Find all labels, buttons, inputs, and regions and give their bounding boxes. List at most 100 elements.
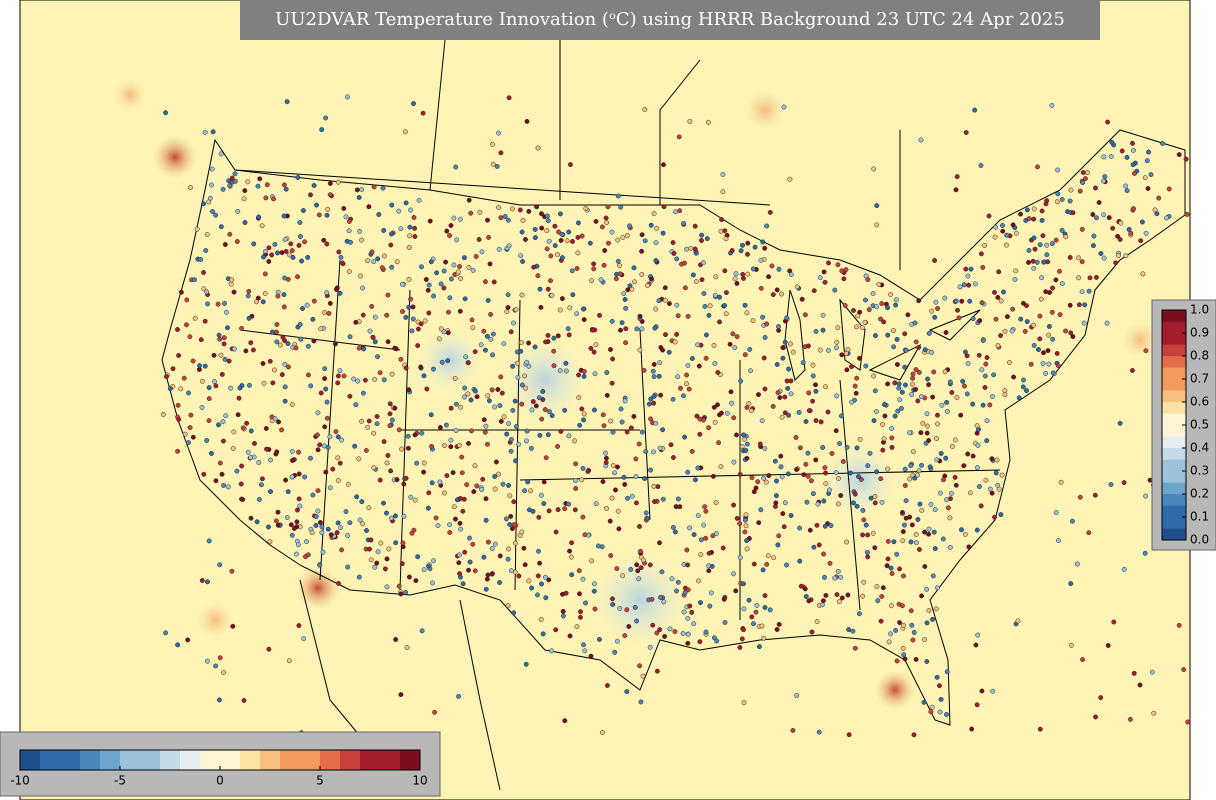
- station-dot: [483, 586, 489, 592]
- station-dot: [666, 349, 672, 355]
- station-dot: [614, 271, 619, 277]
- station-dot: [167, 386, 173, 392]
- colorbar-segment: [60, 750, 81, 770]
- station-dot: [631, 413, 637, 419]
- station-dot: [925, 376, 931, 382]
- station-dot: [515, 374, 521, 380]
- station-dot: [485, 539, 491, 545]
- station-dot: [581, 369, 587, 374]
- station-dot: [617, 605, 623, 611]
- station-dot: [995, 294, 1001, 300]
- station-dot: [282, 398, 288, 404]
- station-dot: [327, 434, 333, 440]
- station-dot: [797, 445, 803, 451]
- station-dot: [621, 474, 627, 480]
- station-dot: [399, 561, 405, 567]
- station-dot: [355, 378, 361, 384]
- station-dot: [227, 231, 233, 237]
- station-dot: [615, 258, 621, 264]
- station-dot: [989, 394, 995, 399]
- station-dot: [654, 668, 660, 674]
- station-dot: [270, 380, 276, 386]
- station-dot: [813, 418, 819, 424]
- station-dot: [673, 209, 678, 215]
- station-dot: [964, 353, 970, 359]
- station-dot: [232, 171, 238, 177]
- station-dot: [375, 549, 381, 555]
- station-dot: [994, 457, 1000, 463]
- station-dot: [1067, 198, 1073, 204]
- station-dot: [888, 631, 894, 637]
- station-dot: [744, 404, 750, 410]
- station-dot: [592, 407, 597, 413]
- station-dot: [204, 658, 210, 664]
- station-dot: [670, 524, 676, 530]
- station-dot: [204, 289, 210, 295]
- station-dot: [956, 315, 962, 321]
- station-dot: [459, 470, 465, 476]
- station-dot: [485, 441, 490, 447]
- station-dot: [948, 490, 954, 496]
- station-dot: [734, 334, 740, 340]
- station-dot: [900, 529, 906, 535]
- station-dot: [937, 490, 943, 496]
- station-dot: [1002, 388, 1008, 394]
- station-dot: [990, 688, 996, 694]
- station-dot: [323, 386, 329, 392]
- station-dot: [567, 305, 573, 311]
- station-dot: [642, 107, 648, 112]
- station-dot: [1044, 252, 1050, 258]
- station-dot: [653, 420, 659, 426]
- station-dot: [295, 274, 300, 280]
- station-dot: [846, 732, 852, 738]
- station-dot: [178, 386, 184, 392]
- station-dot: [685, 363, 691, 368]
- station-dot: [502, 214, 508, 219]
- station-dot: [913, 386, 919, 392]
- station-dot: [218, 151, 224, 157]
- station-dot: [403, 200, 409, 206]
- station-dot: [282, 361, 288, 367]
- station-dot: [282, 237, 288, 242]
- station-dot: [986, 213, 992, 219]
- station-dot: [506, 482, 512, 488]
- station-dot: [302, 239, 308, 245]
- station-dot: [375, 354, 380, 360]
- station-dot: [1053, 237, 1059, 243]
- station-dot: [761, 635, 767, 641]
- station-dot: [912, 475, 918, 481]
- station-dot: [983, 361, 989, 367]
- station-dot: [636, 576, 642, 582]
- station-dot: [649, 596, 655, 602]
- station-dot: [311, 338, 317, 344]
- station-dot: [615, 237, 621, 243]
- station-dot: [462, 296, 468, 302]
- station-dot: [691, 532, 697, 538]
- station-dot: [667, 626, 673, 632]
- station-dot: [1090, 243, 1096, 249]
- station-dot: [687, 525, 693, 531]
- station-dot: [1043, 371, 1049, 376]
- station-dot: [753, 609, 759, 615]
- station-dot: [529, 407, 535, 413]
- station-dot: [839, 595, 845, 601]
- station-dot: [317, 520, 323, 525]
- station-dot: [856, 611, 862, 617]
- station-dot: [560, 613, 566, 619]
- station-dot: [1181, 667, 1187, 673]
- station-dot: [290, 458, 295, 463]
- station-dot: [826, 260, 831, 266]
- station-dot: [242, 188, 248, 194]
- station-dot: [537, 432, 543, 438]
- station-dot: [656, 298, 662, 304]
- station-dot: [308, 455, 313, 461]
- station-dot: [656, 373, 662, 379]
- station-dot: [506, 95, 512, 101]
- station-dot: [570, 292, 576, 298]
- station-dot: [892, 413, 898, 419]
- station-dot: [952, 474, 958, 480]
- station-dot: [1010, 306, 1016, 312]
- station-dot: [910, 637, 916, 643]
- station-dot: [314, 202, 319, 208]
- station-dot: [910, 371, 916, 377]
